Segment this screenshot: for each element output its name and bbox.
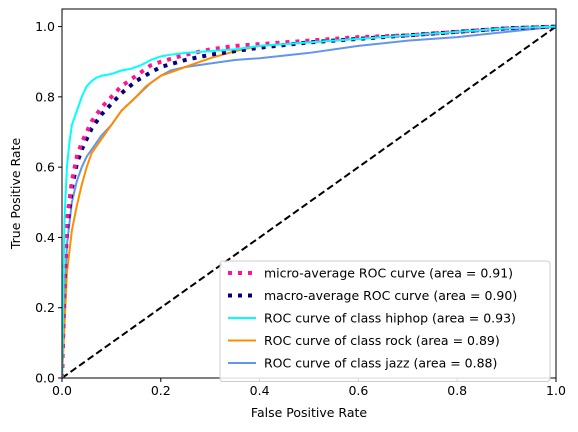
y-tick-label: 0.2 [35,300,55,315]
y-tick-label: 1.0 [35,19,55,34]
legend-entry-label: ROC curve of class jazz (area = 0.88) [264,356,497,371]
legend-entry-label: ROC curve of class hiphop (area = 0.93) [264,311,516,326]
y-axis-label: True Positive Rate [8,138,23,251]
x-tick-label: 0.2 [151,383,171,398]
legend-entry-label: ROC curve of class rock (area = 0.89) [264,333,500,348]
y-tick-label: 0.4 [35,230,55,245]
x-tick-label: 1.0 [546,383,566,398]
series-layer [62,24,556,378]
legend-box [219,260,551,382]
x-tick-label: 0.0 [52,383,72,398]
chance-diagonal-line [62,25,556,378]
x-tick-label: 0.4 [250,383,270,398]
y-axis: 0.0 0.2 0.4 0.6 0.8 1.0 [35,19,62,386]
legend: micro-average ROC curve (area = 0.91) mac… [219,260,551,382]
y-tick-label: 0.0 [35,371,55,386]
x-tick-label: 0.8 [447,383,467,398]
x-tick-label: 0.6 [348,383,368,398]
y-tick-label: 0.8 [35,89,55,104]
x-axis: 0.0 0.2 0.4 0.6 0.8 1.0 [52,378,566,398]
legend-entry-label: macro-average ROC curve (area = 0.90) [264,288,517,303]
x-axis-label: False Positive Rate [251,405,367,420]
series-line-0 [62,24,556,378]
series-line-2 [62,25,556,378]
y-tick-label: 0.6 [35,160,55,175]
legend-entry-label: micro-average ROC curve (area = 0.91) [264,266,513,281]
